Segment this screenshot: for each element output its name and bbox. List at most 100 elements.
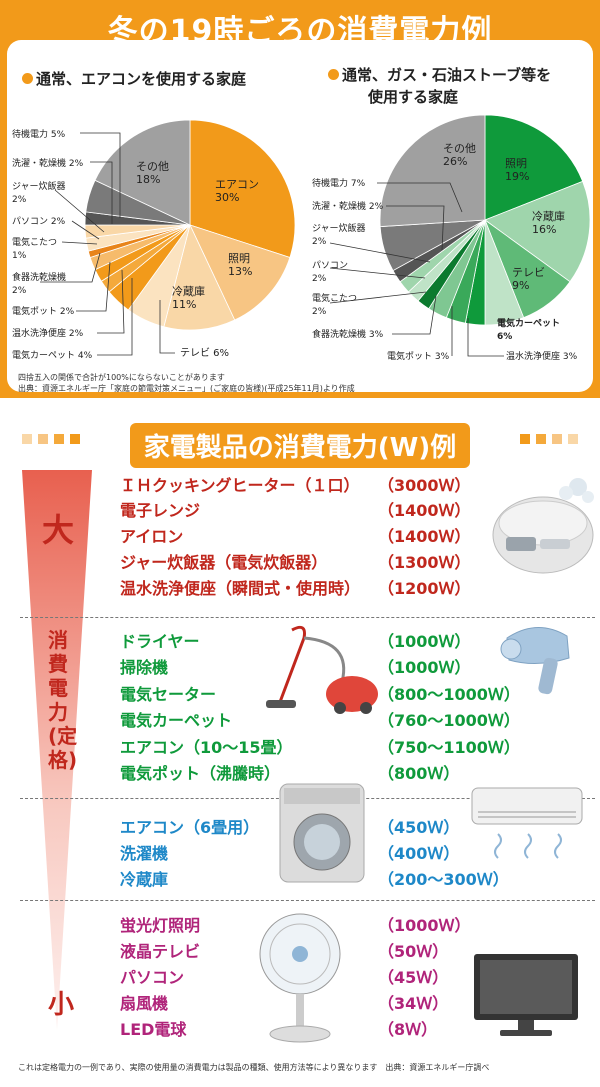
pie-labels: エアコン 30% 照明 13% 冷蔵庫 11% その他 18% 待機電力 5% 洗濯・乾燥機 2%… bbox=[12, 128, 578, 362]
appliance-watt: （800Ｗ） bbox=[378, 764, 460, 783]
pie-label: その他 26% bbox=[443, 142, 476, 168]
washing-machine-icon bbox=[279, 783, 365, 883]
appliance-watt: （750～1100Ｗ） bbox=[378, 738, 520, 757]
pie-label: 冷蔵庫 16% bbox=[532, 209, 565, 236]
leader-line bbox=[71, 220, 100, 240]
pie-slice bbox=[484, 114, 584, 221]
appliance-watt: （200～300Ｗ） bbox=[378, 870, 509, 889]
pie-label: 照明 13% bbox=[228, 252, 252, 278]
appliance-name: パソコン bbox=[120, 968, 185, 987]
appliance-watt: （1400Ｗ） bbox=[378, 501, 471, 520]
pie-label: 食器洗乾燥機 3% bbox=[312, 328, 384, 340]
leader-line bbox=[80, 132, 121, 218]
scale-mid: 消費電力(定格) bbox=[48, 628, 78, 772]
appliance-name: 蛍光灯照明 bbox=[120, 916, 201, 935]
appliance-name: LED電球 bbox=[120, 1020, 187, 1039]
divider bbox=[20, 900, 595, 901]
appliance-watt: （3000Ｗ） bbox=[378, 476, 471, 495]
appliance-watt: （400Ｗ） bbox=[378, 844, 460, 863]
divider bbox=[20, 617, 595, 618]
pie-label: 電気ポット 3% bbox=[387, 350, 450, 362]
leader-line bbox=[392, 295, 437, 335]
deco-square bbox=[552, 434, 562, 444]
leader-line bbox=[377, 182, 463, 213]
section2-title-wrap: 家電製品の消費電力(W)例 bbox=[0, 423, 600, 468]
pie-label: 照明 19% bbox=[505, 157, 529, 183]
pie-label: その他 18% bbox=[136, 160, 169, 186]
pie2-title: 通常、ガス・石油ストーブ等を使用する家庭 bbox=[328, 64, 551, 108]
appliance-name: アイロン bbox=[120, 527, 184, 546]
appliance-name: ジャー炊飯器（電気炊飯器） bbox=[120, 553, 328, 572]
vacuum-cleaner-icon bbox=[266, 625, 378, 714]
bullet-icon bbox=[22, 73, 33, 84]
pie-label: 電気カーペット 4% bbox=[12, 349, 93, 361]
appliance-watt: （50Ｗ） bbox=[378, 942, 449, 961]
pie-label: 待機電力 5% bbox=[12, 128, 66, 140]
leader-line bbox=[76, 261, 111, 312]
footer-note: これは定格電力の一例であり、実際の使用量の消費電力は製品の種類、使用方法等により… bbox=[18, 1063, 490, 1072]
pie-slice bbox=[94, 119, 191, 226]
pie-slice bbox=[484, 180, 591, 283]
pie-label: 洗濯・乾燥機 2% bbox=[12, 157, 84, 169]
deco-square bbox=[536, 434, 546, 444]
leader-line bbox=[97, 278, 133, 356]
pie-label: 電気ポット 2% bbox=[12, 305, 75, 317]
appliance-name: エアコン（10～15畳） bbox=[120, 738, 293, 757]
pie-label: 電気こたつ 1% bbox=[12, 236, 57, 261]
pie-label: テレビ 6% bbox=[180, 347, 229, 359]
leader-line bbox=[467, 318, 504, 357]
leader-line bbox=[61, 241, 98, 245]
appliance-watt: （1000Ｗ） bbox=[378, 632, 471, 651]
pie-label: 待機電力 7% bbox=[312, 177, 366, 189]
pie2-title-line2: 使用する家庭 bbox=[368, 88, 459, 106]
pie-label: 電気カーペット 6% bbox=[497, 317, 560, 342]
pie2 bbox=[379, 114, 591, 326]
leader-line bbox=[329, 267, 426, 279]
pie1-title: 通常、エアコンを使用する家庭 bbox=[22, 68, 246, 90]
pie-label: 食器洗乾燥機 2% bbox=[12, 271, 66, 296]
pie-slice bbox=[189, 224, 291, 321]
pie1-title-text: 通常、エアコンを使用する家庭 bbox=[36, 70, 247, 88]
pie-label: エアコン 30% bbox=[215, 178, 259, 204]
electric-fan-icon bbox=[259, 913, 341, 1043]
tv-icon bbox=[474, 954, 578, 1036]
appliance-name: 液晶テレビ bbox=[120, 942, 201, 961]
leader-line bbox=[54, 189, 105, 233]
pie-label: ジャー炊飯器 2% bbox=[312, 222, 366, 247]
deco-square bbox=[22, 434, 32, 444]
pie-label: ジャー炊飯器 2% bbox=[12, 180, 66, 205]
pie-slice bbox=[189, 119, 296, 258]
deco-square bbox=[38, 434, 48, 444]
appliance-name: 電子レンジ bbox=[120, 501, 201, 520]
appliance-name: 冷蔵庫 bbox=[120, 870, 169, 889]
scale-triangle bbox=[22, 470, 92, 1030]
appliance-name: 扇風機 bbox=[120, 994, 169, 1013]
pie-slice bbox=[379, 114, 486, 228]
bullet-icon bbox=[328, 69, 339, 80]
air-conditioner-icon bbox=[471, 787, 583, 859]
appliance-watt: （1000Ｗ） bbox=[378, 916, 471, 935]
pie-label: 温水洗浄便座 3% bbox=[506, 350, 578, 362]
leader-line bbox=[386, 205, 445, 251]
deco-square bbox=[520, 434, 530, 444]
leader-line bbox=[97, 269, 125, 334]
hair-dryer-icon bbox=[500, 627, 570, 695]
appliance-watt: （1300Ｗ） bbox=[378, 553, 471, 572]
pie-label: 温水洗浄便座 2% bbox=[12, 327, 84, 339]
appliance-watt: （1200Ｗ） bbox=[378, 579, 471, 598]
leader-line bbox=[40, 252, 101, 283]
appliance-name: 電気セーター bbox=[120, 685, 217, 704]
pie-charts: エアコン 30% 照明 13% 冷蔵庫 11% その他 18% 待機電力 5% 洗濯・乾燥機 2%… bbox=[12, 114, 591, 362]
appliance-name: 電気カーペット bbox=[120, 711, 233, 730]
appliance-name: 掃除機 bbox=[120, 658, 169, 677]
pie2-title-line1: 通常、ガス・石油ストーブ等を bbox=[342, 66, 552, 84]
pie-label: テレビ 9% bbox=[512, 266, 545, 292]
appliance-watt: （34Ｗ） bbox=[378, 994, 449, 1013]
note-rounding: 四捨五入の関係で合計が100%にならないことがあります bbox=[18, 373, 225, 382]
leader-line bbox=[159, 300, 175, 354]
pie-slice bbox=[163, 223, 236, 331]
appliance-name: 電気ポット（沸騰時） bbox=[120, 764, 281, 783]
scale-small: 小 bbox=[48, 990, 75, 1020]
appliance-name: ドライヤー bbox=[120, 632, 200, 651]
appliance-watt: （760～1000Ｗ） bbox=[378, 711, 520, 730]
